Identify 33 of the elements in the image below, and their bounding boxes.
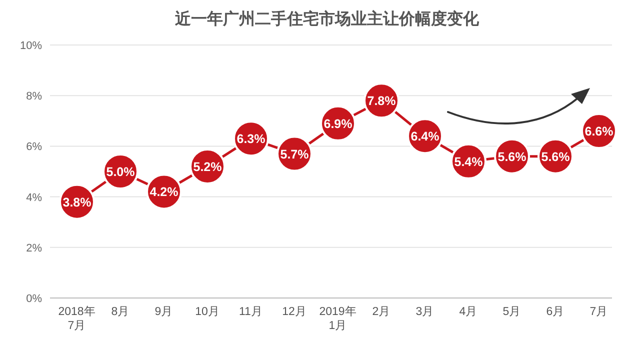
data-label: 5.0% bbox=[106, 165, 135, 179]
x-tick-label: 8月 bbox=[111, 305, 130, 318]
data-label: 5.6% bbox=[541, 150, 570, 164]
x-tick-label: 2月 bbox=[372, 305, 391, 318]
data-label: 5.7% bbox=[280, 147, 309, 162]
y-tick-label: 6% bbox=[26, 141, 42, 154]
y-tick-label: 0% bbox=[26, 293, 42, 305]
x-tick-label: 2018年 7月 bbox=[58, 305, 96, 332]
x-tick-label: 5月 bbox=[502, 305, 522, 318]
y-tick-label: 2% bbox=[26, 242, 42, 254]
data-label: 5.4% bbox=[454, 154, 483, 169]
data-label: 5.6% bbox=[498, 150, 526, 164]
x-tick-label: 4月 bbox=[459, 305, 478, 318]
chart-title: 近一年广州二手住宅市场业主让价幅度变化 bbox=[174, 9, 480, 28]
y-tick-label: 8% bbox=[26, 90, 42, 103]
x-tick-label: 7月 bbox=[590, 305, 608, 318]
x-tick-label: 6月 bbox=[546, 305, 565, 318]
data-label: 4.2% bbox=[150, 185, 178, 200]
data-label: 6.3% bbox=[236, 132, 266, 146]
data-label: 6.6% bbox=[584, 124, 614, 139]
data-label: 6.4% bbox=[410, 130, 440, 144]
x-tick-label: 3月 bbox=[416, 305, 434, 318]
data-label: 7.8% bbox=[367, 94, 396, 108]
data-label: 6.9% bbox=[324, 116, 352, 131]
x-tick-label: 9月 bbox=[154, 305, 174, 318]
x-tick-label: 2019年 1月 bbox=[319, 305, 357, 332]
x-tick-label: 10月 bbox=[195, 305, 220, 318]
x-tick-label: 12月 bbox=[282, 305, 307, 318]
data-label: 3.8% bbox=[62, 195, 92, 210]
x-tick-label: 11月 bbox=[239, 305, 263, 318]
data-label: 5.2% bbox=[193, 160, 222, 174]
y-tick-label: 4% bbox=[26, 192, 42, 204]
y-tick-label: 10% bbox=[20, 40, 42, 52]
